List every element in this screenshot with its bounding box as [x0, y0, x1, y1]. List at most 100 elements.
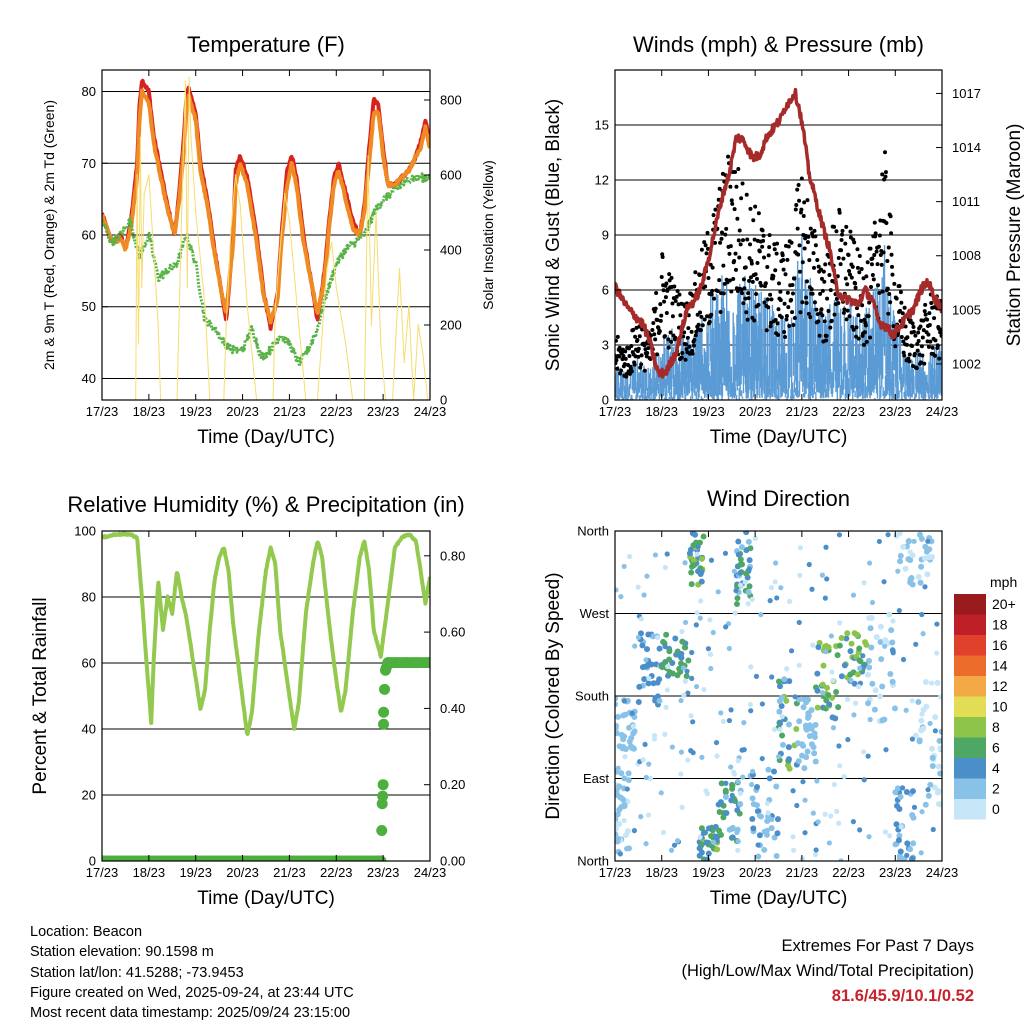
direction-point	[764, 800, 770, 806]
direction-point	[664, 687, 670, 693]
direction-point	[756, 812, 763, 819]
direction-point	[743, 547, 750, 554]
direction-point	[776, 683, 783, 690]
direction-point	[927, 781, 934, 788]
direction-point	[699, 754, 705, 760]
solar-point	[279, 249, 281, 251]
direction-point	[698, 578, 705, 585]
direction-point	[615, 792, 621, 799]
direction-point	[848, 640, 855, 647]
direction-point	[722, 794, 729, 801]
direction-point	[714, 846, 721, 853]
direction-point	[896, 856, 903, 861]
gust-point	[639, 362, 644, 367]
direction-point	[900, 656, 907, 663]
direction-point	[776, 753, 782, 760]
direction-point	[867, 625, 874, 632]
plot-area	[102, 531, 430, 861]
direction-point	[735, 826, 741, 832]
direction-point	[815, 819, 821, 825]
direction-point	[646, 675, 652, 681]
direction-point	[710, 629, 716, 636]
direction-point	[786, 678, 793, 685]
gust-point	[773, 318, 778, 323]
gust-point	[724, 226, 729, 231]
gust-point	[719, 230, 724, 235]
x-tick-label: 18/23	[133, 865, 166, 880]
gust-point	[661, 288, 666, 293]
x-tick-label: 17/23	[599, 404, 632, 419]
gust-point	[792, 315, 797, 320]
y-tick-label: 9	[602, 228, 609, 243]
gust-point	[745, 237, 750, 242]
gust-point	[638, 365, 643, 370]
direction-point	[922, 679, 929, 686]
created-text: Figure created on Wed, 2025-09-24, at 23…	[30, 984, 354, 1001]
gust-point	[717, 278, 722, 283]
gust-point	[790, 291, 795, 296]
direction-point	[615, 811, 621, 818]
direction-point	[924, 571, 931, 578]
direction-point	[922, 543, 929, 550]
y-right-tick-label: 1017	[952, 86, 981, 101]
gust-point	[929, 300, 934, 305]
direction-point	[739, 561, 746, 568]
gust-point	[698, 310, 703, 315]
direction-point	[909, 581, 916, 588]
gust-point	[732, 207, 737, 212]
direction-point	[716, 809, 723, 816]
direction-point	[866, 560, 873, 566]
direction-point	[778, 702, 785, 709]
direction-point	[803, 725, 810, 732]
direction-point	[897, 848, 904, 855]
direction-point	[860, 653, 866, 659]
direction-point	[932, 714, 939, 721]
direction-point	[792, 694, 798, 700]
direction-point	[790, 847, 797, 853]
gust-point	[826, 308, 831, 313]
rain-point	[382, 657, 394, 669]
series-line	[615, 87, 942, 379]
direction-point	[662, 643, 668, 650]
colorbar-label: 10	[992, 699, 1008, 715]
direction-point	[778, 585, 784, 591]
colorbar-swatch	[954, 696, 986, 717]
direction-point	[662, 564, 668, 571]
direction-point	[844, 630, 851, 637]
direction-point	[711, 839, 717, 845]
direction-point	[811, 733, 818, 740]
direction-point	[769, 674, 775, 680]
direction-point	[847, 648, 854, 655]
direction-point	[616, 783, 623, 790]
direction-point	[774, 830, 781, 837]
extremes-summary: Extremes For Past 7 Days (High/Low/Max W…	[681, 934, 974, 1009]
direction-point	[811, 750, 818, 757]
gust-point	[839, 237, 844, 242]
gust-point	[748, 242, 753, 247]
direction-point	[698, 598, 704, 604]
direction-point	[651, 736, 658, 742]
direction-point	[778, 694, 785, 701]
direction-point	[682, 644, 689, 651]
colorbar-swatch	[954, 655, 986, 676]
direction-point	[615, 722, 620, 729]
direction-point	[783, 697, 790, 704]
gust-point	[868, 335, 873, 340]
direction-point	[857, 658, 864, 665]
direction-point	[812, 852, 819, 858]
direction-point	[852, 700, 859, 706]
colorbar-swatch	[954, 737, 986, 758]
direction-point	[920, 725, 927, 732]
direction-point	[802, 830, 808, 836]
gust-point	[764, 328, 769, 333]
gust-point	[791, 323, 796, 328]
gust-point	[869, 262, 874, 267]
solar-point	[380, 342, 382, 345]
solar-point	[288, 219, 291, 221]
gust-point	[810, 291, 815, 296]
gust-point	[859, 318, 864, 323]
direction-point	[678, 650, 685, 657]
direction-point	[825, 644, 832, 651]
direction-point	[764, 818, 771, 825]
